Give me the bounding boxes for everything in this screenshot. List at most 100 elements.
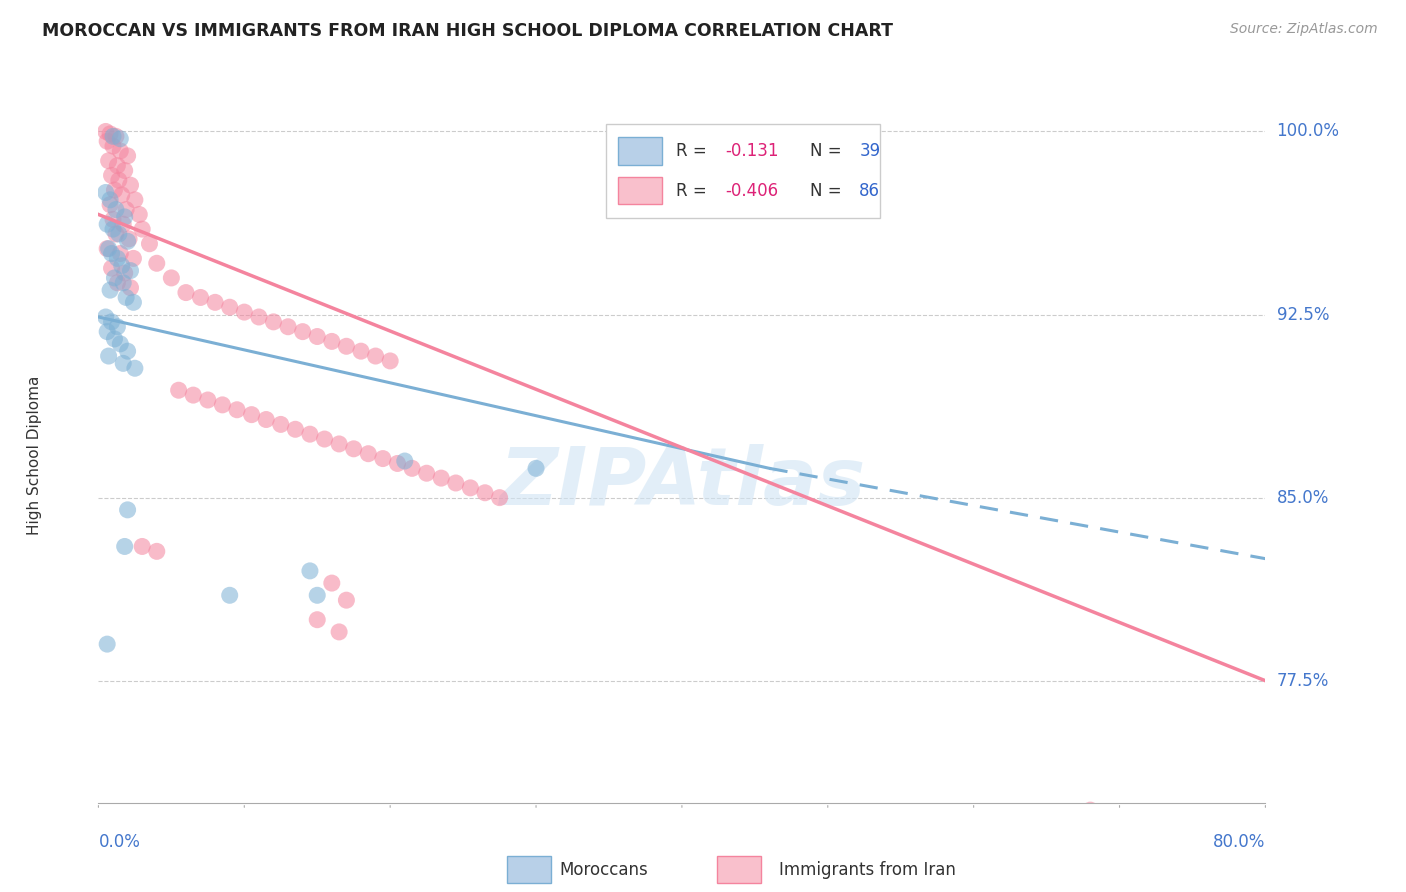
- Point: [307, 588, 329, 602]
- Point: [117, 235, 139, 249]
- Point: [100, 261, 122, 276]
- Point: [321, 576, 343, 591]
- Text: 0.0%: 0.0%: [98, 833, 141, 851]
- Point: [218, 300, 240, 314]
- Point: [190, 290, 212, 304]
- Point: [291, 325, 314, 339]
- FancyBboxPatch shape: [506, 856, 551, 883]
- Point: [307, 613, 329, 627]
- Point: [122, 295, 145, 310]
- Point: [110, 144, 132, 158]
- Point: [328, 624, 350, 639]
- Point: [394, 454, 416, 468]
- Point: [314, 432, 336, 446]
- Text: 39: 39: [859, 142, 880, 160]
- FancyBboxPatch shape: [606, 124, 880, 219]
- Text: R =: R =: [676, 182, 711, 200]
- Point: [298, 427, 321, 442]
- Point: [101, 212, 124, 227]
- Point: [197, 392, 219, 407]
- Point: [240, 408, 263, 422]
- Point: [254, 412, 277, 426]
- Point: [94, 310, 117, 324]
- Point: [284, 422, 307, 436]
- Point: [115, 290, 138, 304]
- Point: [371, 451, 394, 466]
- Point: [211, 398, 233, 412]
- Point: [350, 344, 373, 359]
- Text: 85.0%: 85.0%: [1277, 489, 1329, 507]
- Point: [97, 153, 120, 168]
- Point: [138, 236, 160, 251]
- Point: [105, 319, 128, 334]
- Point: [128, 207, 150, 221]
- Point: [112, 217, 135, 231]
- Point: [430, 471, 453, 485]
- Point: [277, 319, 299, 334]
- Point: [146, 544, 169, 558]
- Point: [94, 124, 117, 138]
- Point: [120, 178, 142, 193]
- Point: [117, 344, 139, 359]
- Point: [174, 285, 197, 300]
- Point: [97, 242, 120, 256]
- Point: [298, 564, 321, 578]
- Point: [233, 305, 256, 319]
- Point: [328, 437, 350, 451]
- Text: N =: N =: [810, 142, 848, 160]
- Point: [103, 183, 125, 197]
- Point: [262, 315, 284, 329]
- Point: [114, 210, 136, 224]
- Point: [110, 246, 132, 260]
- Text: -0.131: -0.131: [725, 142, 779, 160]
- Point: [218, 588, 240, 602]
- Point: [122, 252, 145, 266]
- Text: Moroccans: Moroccans: [560, 861, 648, 879]
- Point: [444, 475, 467, 490]
- Point: [117, 503, 139, 517]
- Point: [114, 163, 136, 178]
- Point: [98, 127, 121, 141]
- Point: [112, 276, 135, 290]
- Point: [167, 383, 190, 397]
- Point: [160, 271, 183, 285]
- Text: MOROCCAN VS IMMIGRANTS FROM IRAN HIGH SCHOOL DIPLOMA CORRELATION CHART: MOROCCAN VS IMMIGRANTS FROM IRAN HIGH SC…: [42, 22, 893, 40]
- Text: 92.5%: 92.5%: [1277, 306, 1329, 324]
- Point: [270, 417, 292, 432]
- Point: [321, 334, 343, 349]
- Point: [114, 266, 136, 280]
- FancyBboxPatch shape: [617, 177, 662, 204]
- Point: [488, 491, 510, 505]
- Point: [98, 283, 121, 297]
- Text: N =: N =: [810, 182, 848, 200]
- Point: [117, 149, 139, 163]
- Point: [96, 217, 118, 231]
- Point: [343, 442, 366, 456]
- Point: [401, 461, 423, 475]
- Text: -0.406: -0.406: [725, 182, 778, 200]
- Point: [100, 246, 122, 260]
- Text: 77.5%: 77.5%: [1277, 672, 1329, 690]
- Text: 86: 86: [859, 182, 880, 200]
- Point: [104, 227, 127, 241]
- Text: High School Diploma: High School Diploma: [27, 376, 42, 534]
- Point: [104, 129, 127, 144]
- Point: [105, 252, 128, 266]
- Point: [108, 173, 131, 187]
- Point: [110, 336, 132, 351]
- Point: [115, 202, 138, 217]
- Point: [364, 349, 387, 363]
- Point: [131, 540, 153, 554]
- Point: [101, 129, 124, 144]
- Point: [112, 356, 135, 370]
- Point: [524, 461, 547, 475]
- Point: [204, 295, 226, 310]
- Point: [387, 457, 409, 471]
- Point: [120, 281, 142, 295]
- Point: [1080, 803, 1102, 817]
- Point: [474, 485, 496, 500]
- Point: [111, 259, 134, 273]
- Text: 80.0%: 80.0%: [1213, 833, 1265, 851]
- Point: [111, 188, 134, 202]
- Point: [103, 271, 125, 285]
